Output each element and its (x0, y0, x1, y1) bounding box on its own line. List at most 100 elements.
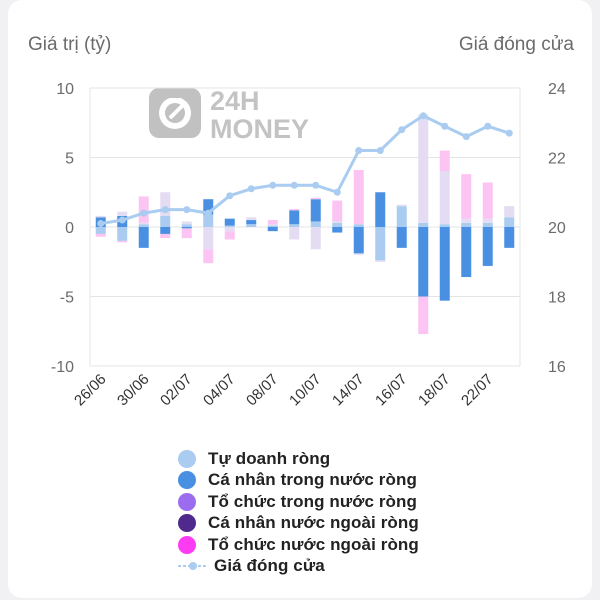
bar-segment (138, 227, 149, 248)
x-tick-label: 02/07 (157, 371, 196, 410)
y-right-tick-label: 16 (548, 359, 566, 376)
legend-label: Tổ chức nước ngoài ròng (208, 534, 419, 554)
bar-segment (95, 227, 106, 234)
bar-segment (310, 221, 321, 227)
bar-segment (375, 192, 386, 227)
bar-segment (95, 215, 106, 218)
bar-segment (482, 222, 493, 227)
price-point (290, 181, 298, 189)
price-point (376, 147, 384, 155)
bar-segment (181, 227, 192, 229)
x-tick-label: 14/07 (329, 371, 368, 410)
bar-segment (203, 214, 214, 227)
legend-label: Cá nhân nước ngoài ròng (208, 513, 419, 533)
bar-segment (95, 233, 106, 237)
price-point (161, 206, 169, 214)
y-right-axis-label: Giá đóng cửa (459, 34, 575, 55)
legend-swatch (178, 471, 196, 490)
bar-segment (310, 227, 321, 250)
bar-segment (267, 224, 278, 226)
price-point (505, 129, 513, 137)
legend-label: Cá nhân trong nước ròng (208, 470, 417, 490)
watermark-text-top: 24H (210, 86, 260, 116)
legend-label: Tổ chức trong nước ròng (208, 491, 417, 511)
watermark-icon (149, 88, 201, 138)
chart-card: 24H MONEY 10 24 5 22 0 20 -5 18 -10 16 26/06 30/06 0… (8, 0, 592, 598)
price-point (204, 209, 212, 217)
bar-segment (224, 218, 235, 226)
x-tick-label: 26/06 (71, 371, 110, 410)
price-point (269, 181, 277, 189)
y-left-axis-label: Giá trị (tỷ) (28, 34, 111, 55)
bar-segment (375, 260, 386, 262)
bar-segment (289, 227, 300, 240)
bar-segment (418, 296, 429, 335)
legend: Tự doanh ròng Cá nhân trong nước ròng Tổ… (178, 448, 419, 577)
bar-segment (439, 224, 450, 227)
legend-swatch (178, 449, 196, 468)
price-line (100, 114, 510, 226)
bar-segment (138, 222, 149, 225)
price-point (355, 147, 363, 155)
price-point (97, 220, 105, 228)
y-left-tick-label: 0 (65, 220, 74, 237)
x-tick-label: 18/07 (415, 371, 454, 410)
x-tick-label: 08/07 (243, 371, 282, 410)
price-point (312, 181, 320, 189)
bar-segment (289, 208, 300, 211)
y-left-tick-label: -5 (60, 290, 74, 307)
y-left-tick-label: 5 (65, 151, 74, 168)
price-point (183, 206, 191, 214)
bar-segment (246, 220, 257, 225)
x-tick-label: 10/07 (286, 371, 325, 410)
y-right-tick-label: 22 (548, 151, 566, 168)
bar-segment (461, 222, 472, 227)
legend-item-tu-doanh[interactable]: Tự doanh ròng (178, 448, 419, 470)
legend-item-to-chuc-trong-nuoc[interactable]: Tổ chức trong nước ròng (178, 491, 419, 513)
bar-segment (117, 227, 128, 241)
x-tick-label: 30/06 (114, 371, 153, 410)
y-left-tick-label: -10 (51, 359, 74, 376)
bar-segment (310, 197, 321, 200)
bar-segment (310, 199, 321, 222)
price-point (441, 122, 449, 130)
bar-segment (246, 224, 257, 227)
bar-segment (267, 227, 278, 232)
legend-item-ca-nhan-trong-nuoc[interactable]: Cá nhân trong nước ròng (178, 470, 419, 492)
bar-segment (160, 192, 171, 216)
legend-label: Giá đóng cửa (214, 556, 325, 576)
price-point (247, 185, 255, 193)
x-tick-label: 16/07 (372, 371, 411, 410)
x-tick-label: 04/07 (200, 371, 239, 410)
y-right-tick-label: 18 (548, 290, 566, 307)
legend-item-to-chuc-nuoc-ngoai[interactable]: Tổ chức nước ngoài ròng (178, 534, 419, 556)
price-point (398, 126, 406, 134)
bar-segment (224, 227, 235, 232)
legend-swatch (178, 514, 196, 533)
bar-segment (396, 206, 407, 227)
bar-segment (396, 204, 407, 207)
bar-segment (117, 240, 128, 243)
bar-segment (160, 233, 171, 239)
bar-segment (482, 218, 493, 223)
price-point (333, 188, 341, 196)
bar-segment (439, 150, 450, 172)
bar-segment (461, 218, 472, 223)
price-point (484, 122, 492, 130)
y-left-tick-label: 10 (56, 81, 74, 98)
bar-segment (504, 217, 515, 227)
bar-segment (181, 224, 192, 227)
bar-segment (224, 231, 235, 240)
bar-segment (375, 227, 386, 261)
watermark-logo: 24H MONEY (149, 86, 309, 144)
legend-swatch (178, 535, 196, 554)
bar-segment (181, 221, 192, 225)
y-right-tick-label: 20 (548, 220, 566, 237)
legend-item-ca-nhan-nuoc-ngoai[interactable]: Cá nhân nước ngoài ròng (178, 513, 419, 535)
watermark-text-bottom: MONEY (210, 114, 309, 144)
legend-item-gia-dong-cua[interactable]: Giá đóng cửa (178, 556, 419, 578)
bar-segment (418, 222, 429, 227)
bar-segment (482, 182, 493, 219)
bar-segment (353, 170, 364, 225)
